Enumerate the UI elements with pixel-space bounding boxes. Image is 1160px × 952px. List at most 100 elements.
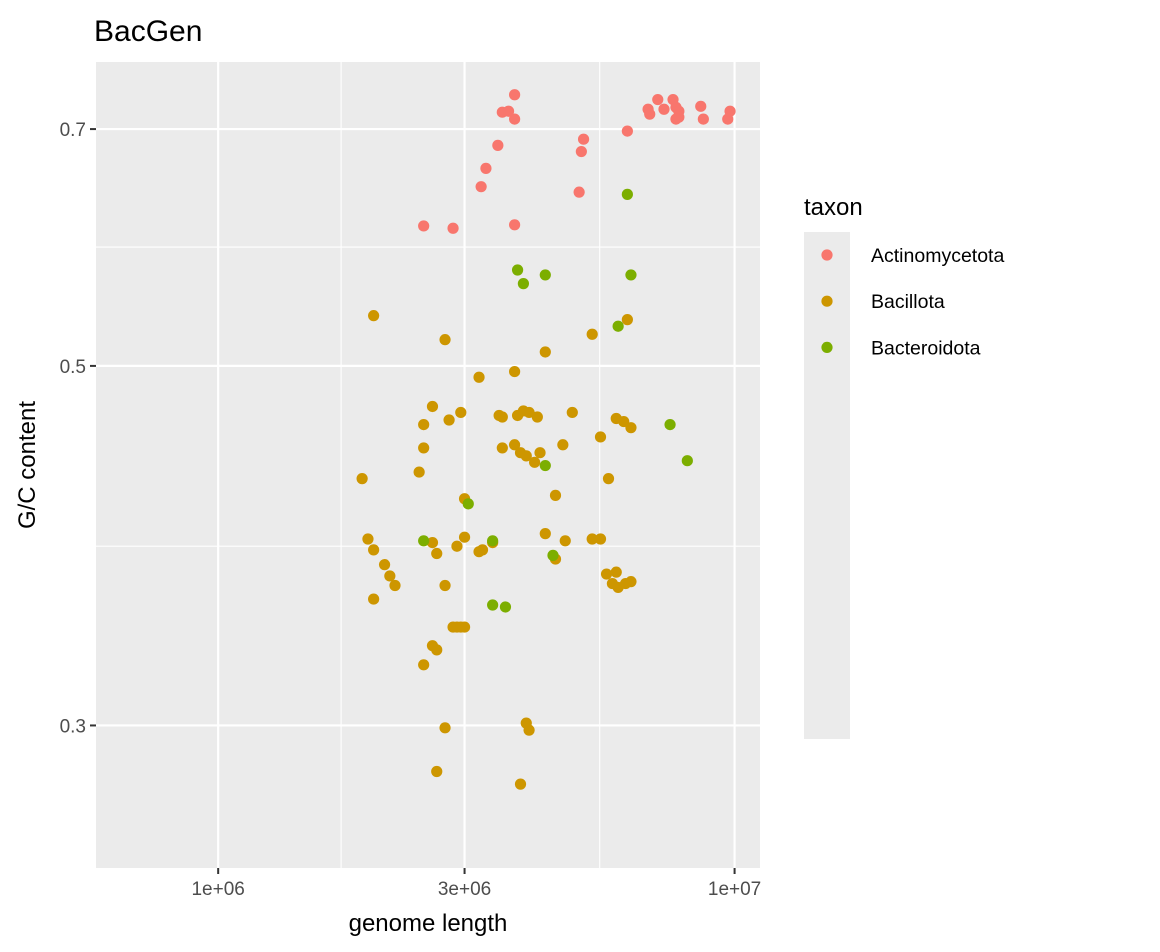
data-point [577,133,590,145]
data-point [566,406,578,419]
data-point [612,320,624,332]
legend: taxon Actinomycetota Bacillota Bacteroidot… [804,194,1004,739]
data-point [418,535,430,547]
data-point [511,264,524,276]
legend-items: Actinomycetota Bacillota Bacteroidota [821,245,1004,359]
data-point [670,113,682,125]
data-point [557,439,569,451]
data-point [462,498,474,510]
data-point [431,765,443,778]
data-point [534,447,546,459]
grid-minor [96,62,760,868]
data-point [431,644,443,656]
data-point [539,269,551,281]
data-point [621,125,633,137]
data-point [356,473,368,485]
x-tick-label: 1e+07 [708,879,761,900]
y-tick-label: 0.7 [60,120,86,141]
legend-label: Actinomycetota [871,245,1004,267]
data-point [455,406,467,419]
x-axis-ticks: 1e+06 3e+06 1e+07 [191,868,761,900]
data-point [531,411,543,423]
data-point [502,105,515,117]
chart-title: BacGen [94,15,202,48]
data-point [625,269,637,281]
x-tick-label: 3e+06 [438,879,491,900]
data-point [368,310,380,322]
data-point [523,724,535,736]
data-point [487,599,499,611]
data-point [426,400,439,413]
data-point [496,411,508,423]
data-point [619,577,632,590]
data-point [509,113,521,125]
data-point [586,328,598,340]
data-point [389,579,401,592]
data-point [652,93,664,106]
data-point [573,186,585,198]
data-point [496,442,508,454]
data-point [426,536,439,549]
data-point [517,278,530,290]
data-point [644,108,656,120]
data-point [431,547,443,560]
data-point [586,533,598,545]
legend-key [821,249,833,261]
data-point [681,455,693,467]
data-point [539,528,551,540]
data-point [368,544,380,556]
legend-key [821,341,833,353]
legend-label: Bacillota [871,291,945,313]
data-point [473,371,485,383]
data-point [487,535,499,547]
legend-key [821,295,833,307]
data-point [439,722,451,734]
data-points [356,89,736,790]
data-point [602,473,615,485]
data-point [697,113,709,125]
data-point [559,535,571,547]
data-point [509,365,521,378]
data-point [514,778,527,790]
legend-title: taxon [804,194,863,221]
data-point [368,593,380,605]
data-point [378,559,391,571]
data-point [621,314,633,326]
data-point [418,659,430,671]
data-point [447,222,459,234]
grid-major [96,62,760,868]
data-point [575,145,587,158]
data-point [439,334,451,346]
data-point [475,181,487,193]
data-point [509,89,521,101]
data-point [413,466,425,478]
data-point [594,431,607,443]
plot-panel [96,62,760,868]
data-point [458,531,471,543]
data-point [509,439,521,451]
data-point [362,533,374,545]
data-point [476,544,489,556]
data-point [539,459,551,472]
data-point [443,414,455,426]
data-point [418,220,430,232]
data-point [458,621,471,633]
data-point [523,406,535,419]
legend-label: Bacteroidota [871,337,981,359]
y-axis-ticks: 0.3 0.5 0.7 [60,120,96,737]
y-axis-title: G/C content [14,401,41,529]
data-point [722,113,734,125]
data-point [549,489,562,501]
data-point [625,422,637,434]
data-point [547,549,559,561]
data-point [418,418,430,431]
data-point [539,346,551,358]
data-point [658,103,670,115]
y-tick-label: 0.5 [60,357,86,378]
data-point [621,188,633,200]
data-point [695,100,707,112]
legend-key-background [804,232,850,739]
data-point [384,570,396,582]
data-point [610,566,622,578]
